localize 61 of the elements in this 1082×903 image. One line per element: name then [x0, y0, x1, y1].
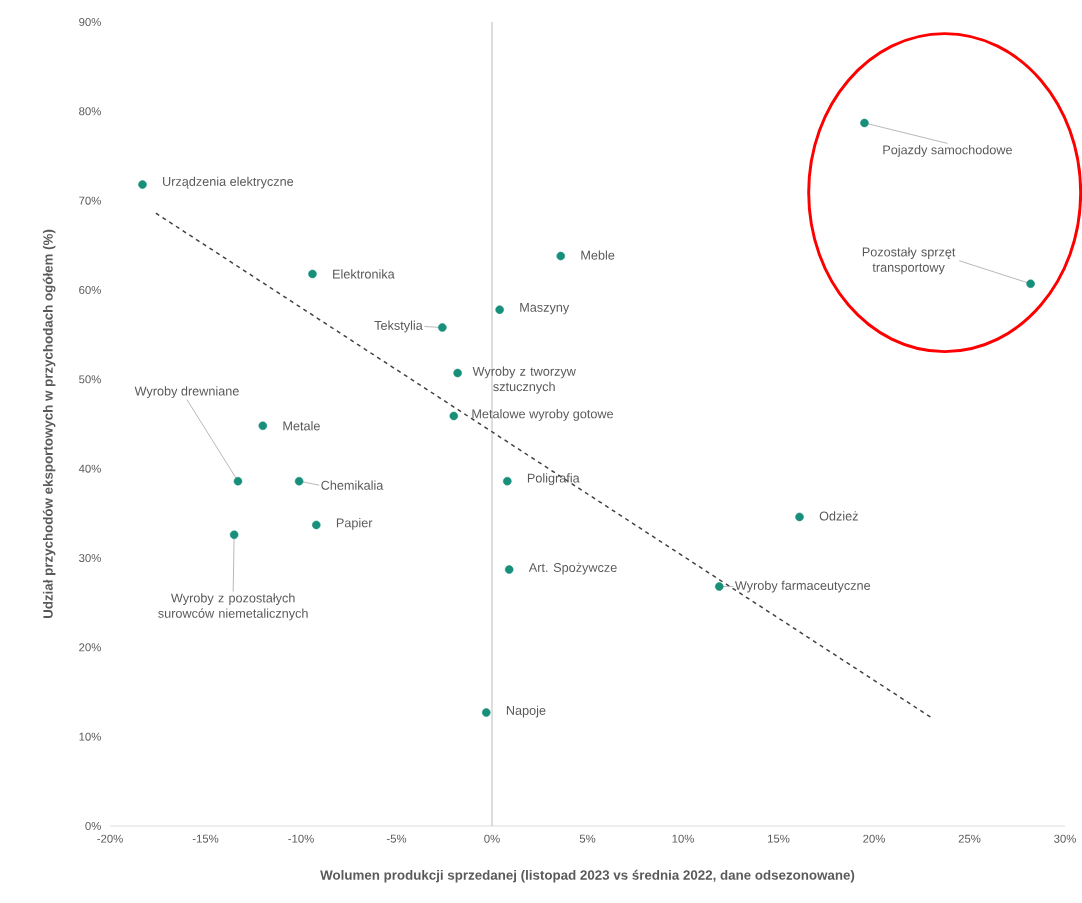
point: [308, 269, 317, 279]
y-tick-label: 90%: [79, 17, 101, 26]
point: [795, 512, 804, 522]
annotation: Pozostały sprzęt transportowy: [862, 247, 956, 275]
annotation: Maszyny: [520, 302, 570, 315]
annotation: Wyroby z pozostałych surowców niemetalicznych: [158, 593, 308, 621]
y-tick-label: 80%: [79, 107, 101, 116]
x-tick-label: 20%: [863, 834, 885, 843]
y-tick-label: 50%: [79, 375, 101, 384]
y-axis-title: Udział przychodów eksportowych w przychodach ogółem (%): [42, 229, 56, 619]
x-tick-label: 30%: [1054, 834, 1076, 843]
annotation: Wyroby drewniane: [134, 386, 239, 399]
y-tick-label: 20%: [79, 643, 101, 652]
annotation: Wyroby z tworzyw sztucznych: [472, 366, 576, 394]
point: [860, 118, 869, 128]
annotation: Poligrafia: [527, 473, 580, 486]
y-tick-label: 60%: [79, 285, 101, 294]
y-tick-label: 30%: [79, 553, 101, 562]
x-tick-label: -20%: [97, 834, 123, 843]
point: [503, 476, 512, 486]
annotation: Art. Spożywcze: [528, 562, 617, 575]
point: [312, 520, 321, 530]
annotation: Metalowe wyroby gotowe: [472, 409, 614, 421]
x-tick-label: -5%: [386, 834, 407, 843]
x-tick-label: -15%: [192, 834, 219, 843]
annotation: Tekstylia: [374, 320, 423, 333]
y-tick-label: 70%: [79, 196, 101, 205]
annotation: Elektronika: [333, 269, 395, 279]
point: [138, 180, 147, 189]
y-tick-label: 40%: [78, 464, 101, 473]
point: [258, 421, 268, 431]
annotation: Napoje: [506, 705, 546, 718]
point: [233, 476, 243, 486]
point: [1026, 279, 1035, 289]
annotation: Urządzenia elektryczne: [163, 176, 294, 189]
x-tick-label: -10%: [288, 834, 314, 843]
point: [556, 251, 566, 261]
x-tick-label: 15%: [768, 834, 790, 843]
annotation: Odzież: [819, 511, 858, 521]
x-tick-label: 10%: [672, 834, 694, 843]
point: [294, 476, 304, 486]
x-axis-title: Wolumen produkcji sprzedanej (listopad 2023 vs średnia 2022, dane odsezonowane): [320, 869, 855, 883]
point: [229, 530, 239, 540]
annotation: Papier: [336, 518, 373, 530]
y-tick-label: 10%: [79, 732, 101, 741]
point: [438, 323, 447, 332]
x-tick-label: 25%: [958, 834, 981, 843]
annotation: Wyroby farmaceutyczne: [734, 580, 871, 593]
annotation: Meble: [581, 250, 615, 260]
point: [495, 305, 504, 314]
point: [715, 582, 724, 591]
annotation: Metale: [283, 421, 320, 431]
x-tick-label: 5%: [579, 834, 596, 843]
point: [453, 368, 462, 378]
point: [504, 565, 514, 574]
x-tick-label: 0%: [484, 834, 500, 843]
annotation: Chemikalia: [321, 480, 384, 490]
point: [449, 411, 459, 421]
y-tick-label: 0%: [85, 821, 101, 830]
annotation: Pojazdy samochodowe: [883, 145, 1012, 157]
point: [482, 708, 491, 717]
